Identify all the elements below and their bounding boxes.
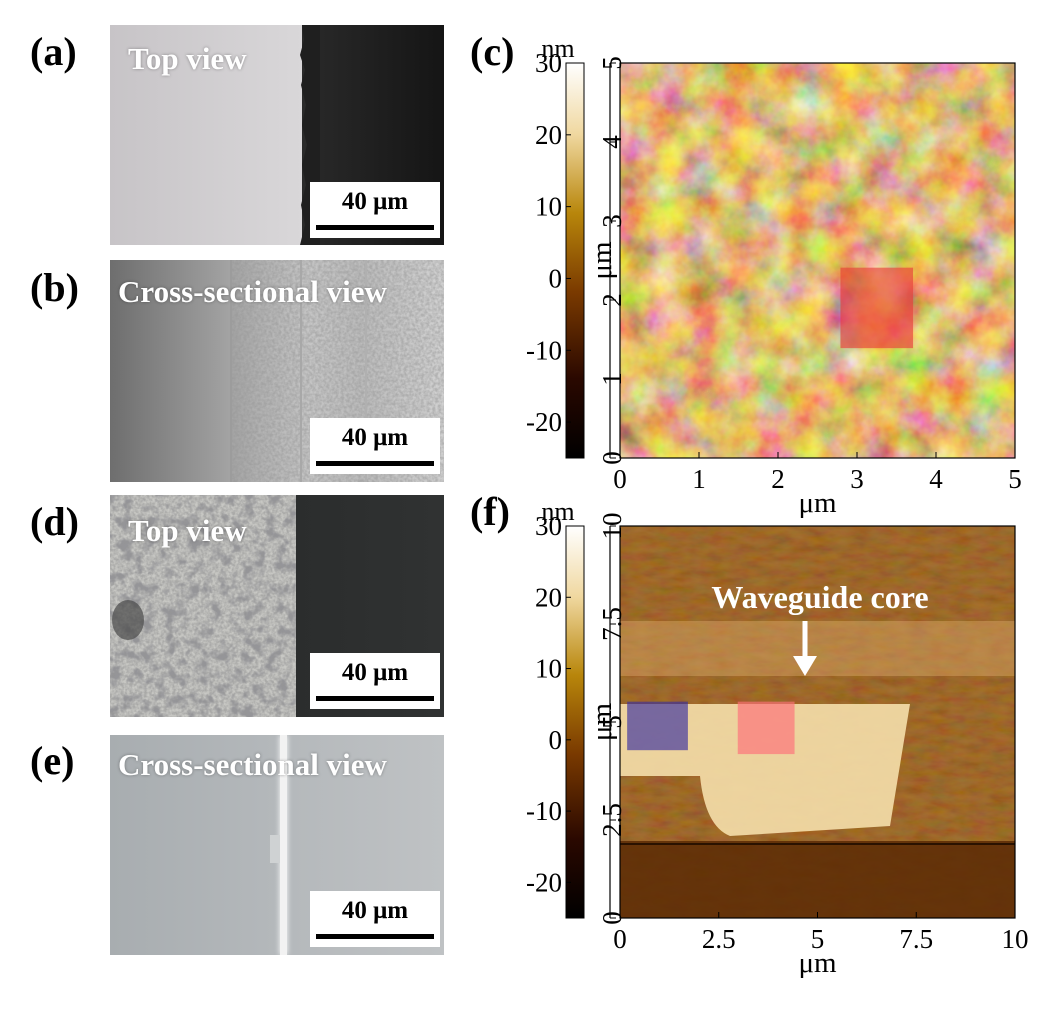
caption-e: Cross-sectional view	[118, 747, 387, 782]
caption-a: Top view	[128, 41, 247, 76]
scalebar-b: 40 μm	[310, 418, 440, 474]
x-axis-label: μm	[798, 487, 837, 519]
scalebar-label: 40 μm	[341, 188, 409, 215]
scalebar-a: 40 μm	[310, 182, 440, 238]
panel-label-f: (f)	[470, 489, 510, 534]
y-tick-label: 3	[597, 214, 627, 228]
colorbar-tick-label: 10	[535, 654, 562, 684]
x-axis-label: μm	[798, 947, 837, 979]
scalebar-label: 40 μm	[341, 659, 409, 686]
y-axis-label: μm	[586, 703, 618, 742]
x-tick-label: 2	[771, 464, 785, 494]
colorbar-tick-label: 30	[535, 511, 562, 541]
scalebar-line	[316, 225, 434, 230]
highlight-region	[840, 267, 914, 349]
colorbar-tick-label: -10	[526, 796, 562, 826]
layer-line	[365, 260, 367, 482]
x-tick-label: 1	[692, 464, 706, 494]
colorbar	[565, 62, 585, 459]
colorbar-tick-label: 30	[535, 48, 562, 78]
colorbar-unit: nm	[541, 497, 574, 526]
colorbar-tick-label: 10	[535, 192, 562, 222]
scalebar-label: 40 μm	[341, 424, 409, 451]
micrograph-b: Cross-sectional view 40 μm	[110, 260, 444, 482]
y-tick-label: 7.5	[597, 607, 627, 641]
bright-band	[620, 621, 1015, 676]
x-tick-label: 0	[613, 464, 627, 494]
y-tick-label: 5	[597, 715, 627, 729]
scalebar-line	[316, 461, 434, 466]
colorbar-tick-label: -10	[526, 335, 562, 365]
x-tick-label: 2.5	[702, 924, 736, 954]
pitting-texture	[110, 495, 296, 717]
panel-label-a: (a)	[30, 29, 77, 74]
scalebar-label: 40 μm	[341, 897, 409, 924]
y-tick-label: 4	[597, 135, 627, 149]
micrograph-e: Cross-sectional view 40 μm	[110, 735, 444, 955]
x-tick-label: 3	[850, 464, 864, 494]
panel-label-d: (d)	[30, 499, 79, 544]
scalebar-line	[316, 696, 434, 701]
layer-line	[300, 260, 302, 482]
panel-label-b: (b)	[30, 265, 79, 310]
scalebar-line	[316, 934, 434, 939]
scalebar-e: 40 μm	[310, 891, 440, 947]
arrow-head	[793, 656, 817, 676]
colorbar-tick-label: -20	[526, 407, 562, 437]
colorbar-tick-label: 0	[549, 263, 563, 293]
annotation-waveguide-core: Waveguide core	[711, 579, 928, 615]
afm-texture	[620, 63, 1015, 458]
y-tick-label: 1	[597, 372, 627, 386]
colorbar-tick-label: 0	[549, 725, 563, 755]
colorbar-tick-label: 20	[535, 582, 562, 612]
waveguide-line	[280, 735, 287, 955]
x-tick-label: 10	[1002, 924, 1029, 954]
highlight-region	[627, 701, 688, 751]
y-tick-label: 0	[597, 451, 627, 465]
micrograph-a: Top view 40 μm	[110, 25, 444, 245]
x-tick-label: 4	[929, 464, 943, 494]
colorbar-tick-label: -20	[526, 867, 562, 897]
colorbar-tick-label: 20	[535, 120, 562, 150]
x-tick-label: 0	[613, 924, 627, 954]
caption-b: Cross-sectional view	[118, 274, 387, 309]
layer-line	[230, 260, 232, 482]
waveguide-core-region	[620, 704, 910, 836]
y-tick-label: 5	[597, 56, 627, 70]
panel-label-e: (e)	[30, 738, 75, 783]
x-tick-label: 5	[811, 924, 825, 954]
x-tick-label: 7.5	[899, 924, 933, 954]
substrate-region	[620, 841, 1015, 918]
colorbar	[565, 525, 585, 919]
plot-frame	[619, 62, 1016, 459]
highlight-region	[737, 701, 795, 755]
y-axis-label: μm	[586, 241, 618, 280]
micrograph-d: Top view 40 μm	[110, 495, 444, 717]
y-tick-label: 10	[597, 513, 627, 540]
colorbar-unit: nm	[541, 34, 574, 63]
panel-label-c: (c)	[470, 29, 515, 74]
y-tick-label: 2.5	[597, 803, 627, 837]
scalebar-d: 40 μm	[310, 653, 440, 709]
y-tick-label: 2	[597, 293, 627, 307]
caption-d: Top view	[128, 513, 247, 548]
x-tick-label: 5	[1008, 464, 1022, 494]
artifact	[270, 835, 280, 863]
y-tick-label: 0	[597, 911, 627, 925]
